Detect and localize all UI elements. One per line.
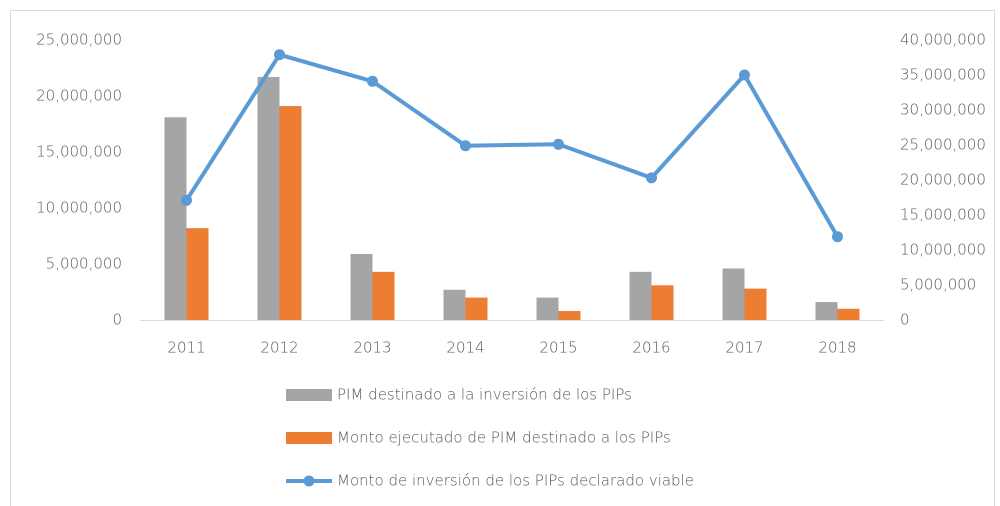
bar [651, 285, 674, 320]
line-marker [553, 138, 564, 150]
bar [744, 288, 767, 320]
bar [536, 297, 559, 320]
bar [372, 271, 395, 320]
y2-tick-label: 15,000,000 [900, 206, 986, 224]
y2-tick-label: 0 [900, 311, 910, 329]
line-marker [181, 194, 192, 206]
bar [558, 311, 581, 320]
x-tick-label: 2016 [632, 339, 670, 357]
y-tick-label: 0 [112, 311, 122, 329]
y-tick-label: 5,000,000 [46, 255, 122, 273]
legend-label: PIM destinado a la inversión de los PIPs [337, 386, 632, 404]
bar [257, 76, 280, 321]
x-tick-label: 2015 [539, 339, 577, 357]
bar [722, 268, 745, 320]
line-marker [739, 69, 750, 81]
y2-tick-label: 40,000,000 [900, 31, 986, 49]
x-tick-label: 2018 [818, 339, 856, 357]
line-marker [367, 75, 378, 87]
line-marker [460, 140, 471, 152]
bar [186, 228, 209, 320]
x-tick-label: 2011 [167, 339, 205, 357]
bar [443, 289, 466, 320]
legend-swatch [303, 475, 315, 487]
y2-tick-label: 25,000,000 [900, 136, 986, 154]
chart-frame [10, 10, 995, 506]
legend-label: Monto de inversión de los PIPs declarado… [337, 472, 694, 490]
bar [350, 253, 373, 320]
y-tick-label: 10,000,000 [36, 199, 122, 217]
line-marker [274, 49, 285, 61]
x-tick-label: 2012 [260, 339, 298, 357]
y2-tick-label: 20,000,000 [900, 171, 986, 189]
y-tick-label: 15,000,000 [36, 143, 122, 161]
x-tick-label: 2017 [725, 339, 763, 357]
bar [629, 271, 652, 320]
line-marker [646, 172, 657, 184]
y2-tick-label: 10,000,000 [900, 241, 986, 259]
x-tick-label: 2013 [353, 339, 391, 357]
bar [164, 117, 187, 320]
bar [815, 302, 838, 320]
y-tick-label: 20,000,000 [36, 87, 122, 105]
y-tick-label: 25,000,000 [36, 31, 122, 49]
y2-tick-label: 5,000,000 [900, 276, 976, 294]
bar [837, 308, 860, 320]
legend-swatch [286, 432, 332, 444]
bar [465, 297, 488, 320]
line-marker [832, 231, 843, 243]
legend-swatch [286, 389, 332, 401]
legend-label: Monto ejecutado de PIM destinado a los P… [337, 429, 671, 447]
line [184, 52, 840, 238]
y2-tick-label: 35,000,000 [900, 66, 986, 84]
y2-tick-label: 30,000,000 [900, 101, 986, 119]
bar [279, 106, 302, 320]
x-tick-label: 2014 [446, 339, 484, 357]
